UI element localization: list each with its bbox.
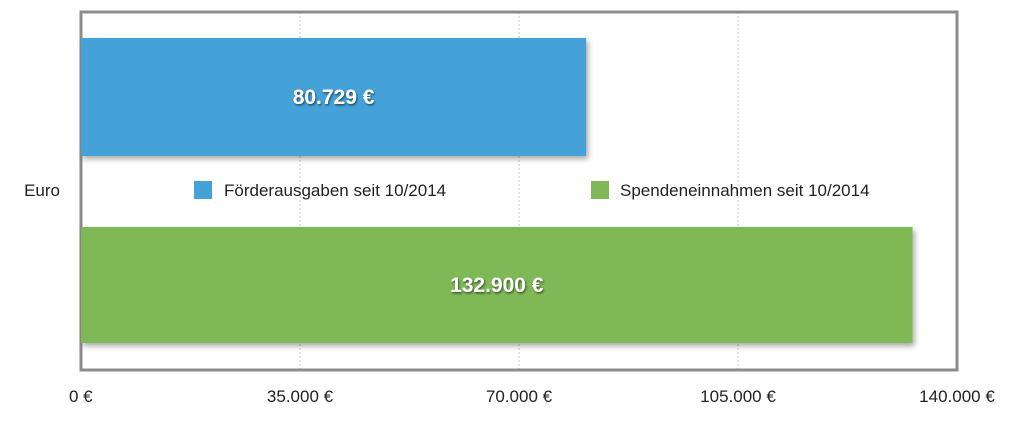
x-tick-label-1: 35.000 €: [267, 387, 334, 406]
bar-0: [81, 38, 587, 156]
category-label: Euro: [24, 181, 60, 200]
x-tick-label-4: 140.000 €: [919, 387, 995, 406]
legend-item-foerderausgaben: Förderausgaben seit 10/2014: [194, 181, 446, 200]
x-tick-label-3: 105.000 €: [700, 387, 776, 406]
x-tick-label-2: 70.000 €: [486, 387, 553, 406]
plot-frame: [79, 10, 959, 372]
x-tick-label-0: 0 €: [69, 387, 93, 406]
bar-1: [81, 227, 913, 343]
bars: 80.729 € 132.900 €: [81, 38, 913, 343]
legend-item-spendeneinnahmen: Spendeneinnahmen seit 10/2014: [591, 181, 870, 200]
bar-value-label-0: 80.729 €: [293, 86, 375, 109]
bar-value-label-1: 132.900 €: [450, 274, 544, 297]
legend-swatch-spendeneinnahmen: [591, 181, 609, 199]
legend-swatch-foerderausgaben: [194, 181, 212, 199]
x-axis-ticks: 0 € 35.000 € 70.000 € 105.000 € 140.000 €: [69, 387, 995, 406]
legend-label-spendeneinnahmen: Spendeneinnahmen seit 10/2014: [620, 181, 870, 200]
legend-label-foerderausgaben: Förderausgaben seit 10/2014: [224, 181, 446, 200]
legend: Förderausgaben seit 10/2014 Spendeneinna…: [194, 181, 870, 200]
